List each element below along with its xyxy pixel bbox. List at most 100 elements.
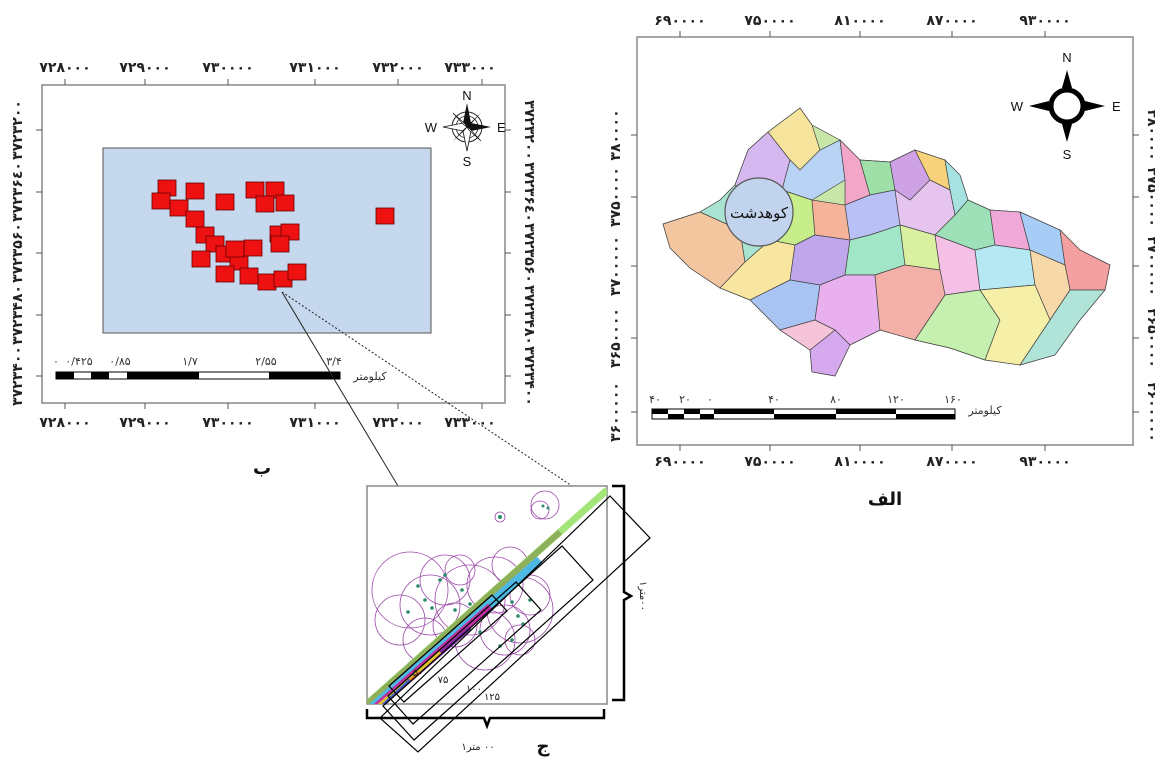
scale-bar <box>55 371 341 380</box>
x-tick-top: ۶۹٠٠٠٠ <box>654 13 705 29</box>
y-tick-right: ۳۷۵٠٠٠٠ <box>1144 167 1155 227</box>
y-tick-left: ۳۶۵٠٠٠٠ <box>608 308 624 368</box>
sample-plot <box>151 192 171 210</box>
height-bracket <box>612 484 634 702</box>
scale-tick: ۱۶٠ <box>944 393 962 406</box>
strip-label: ۱۲۵ <box>484 692 500 703</box>
y-tick-left: ۳۸٠٠٠٠ <box>608 109 624 160</box>
y-tick-left: ۳۷۲۳۵۶٠ <box>10 223 26 283</box>
panel-a-y-tick-marks <box>631 134 1139 413</box>
compass-w-label: W <box>425 120 438 135</box>
scale-tick: ۱۲٠ <box>887 393 905 406</box>
panel-c: ۵٠ ۷۵ ۱٠٠ ۱۲۵ ۱٠٠ متر ۱٠٠متر ج <box>365 484 651 757</box>
panel-b-x-tick-marks <box>64 79 483 409</box>
strip-label: ۷۵ <box>438 675 449 686</box>
sample-plot <box>243 239 263 257</box>
panel-a-x-tick-marks <box>679 31 1046 451</box>
x-tick-bottom: ۷۲۹٠٠٠ <box>119 415 170 431</box>
scale-tick: ٠ <box>707 393 713 406</box>
sample-plot <box>185 210 205 228</box>
x-tick-bottom: ۷۲۸٠٠٠ <box>39 415 90 431</box>
panel-b: ۷۲۸٠٠٠ ۷۲۹٠٠٠ ۷۳٠٠٠٠ ۷۳۱٠٠٠ ۷۳۲٠٠٠ ۷۳۳٠٠… <box>10 60 537 479</box>
scale-tick: ۴٠ <box>768 393 780 406</box>
callout-circle <box>724 177 794 247</box>
zoom-connector-lines <box>281 291 573 487</box>
sample-plot <box>245 181 265 199</box>
sample-plot <box>375 207 395 225</box>
compass-n-label: N <box>462 88 471 103</box>
scale-tick: ۳/۴ <box>326 355 342 368</box>
strip-label: ۵٠ <box>413 668 424 679</box>
scale-tick: ۱/۷ <box>182 355 198 368</box>
nested-strips <box>379 495 651 753</box>
y-tick-left: ۳۷۲۳۲٠٠ <box>10 100 26 160</box>
x-tick-top: ۸۷٠٠٠٠ <box>926 13 977 29</box>
compass-w-label: W <box>1011 99 1024 114</box>
panel-c-label: ج <box>537 736 550 757</box>
x-tick-top: ۷۵٠٠٠٠ <box>744 13 795 29</box>
compass-s-label: S <box>1063 147 1072 162</box>
y-tick-right: ۳۶۵٠٠٠٠ <box>1144 308 1155 368</box>
scale-unit: کیلومتر <box>352 370 387 383</box>
strip-label: ۱٠٠ <box>466 684 482 695</box>
callout-label: کوهدشت <box>730 204 789 222</box>
scale-unit: کیلومتر <box>967 404 1002 417</box>
panel-b-y-tick-marks <box>36 129 511 377</box>
compass-n-label: N <box>1062 50 1071 65</box>
compass-icon <box>1029 70 1105 142</box>
y-tick-left: ۳۷۲۳۴۸٠ <box>10 285 26 345</box>
x-tick-top: ۷۲۹٠٠٠ <box>119 60 170 76</box>
x-tick-top: ۷۳٠٠٠٠ <box>202 60 253 76</box>
scale-tick: ۸٠ <box>830 393 842 406</box>
y-tick-right: ۳۷۲۳۵۶٠ <box>521 223 537 283</box>
sample-plot <box>169 199 189 217</box>
x-tick-bottom: ۷۳٠٠٠٠ <box>202 415 253 431</box>
scale-tick: ٠/۴۲۵ <box>65 355 92 368</box>
sample-plot <box>215 193 235 211</box>
height-label: ۱٠٠متر <box>637 581 648 611</box>
width-label: ۱٠٠ متر <box>461 742 494 753</box>
y-tick-right: ۳۷٠٠٠٠٠ <box>1144 236 1155 296</box>
sample-plot <box>275 194 295 212</box>
panel-a-label: الف <box>868 489 902 510</box>
sample-plot <box>270 235 290 253</box>
y-tick-right: ۳۷۲۳۶٤٠ <box>521 162 537 222</box>
y-tick-left: ۳۶٠٠٠٠٠ <box>608 382 624 442</box>
y-tick-left: ۳۷۲۳۴٠٠ <box>10 346 26 406</box>
compass-s-label: S <box>463 154 472 169</box>
sample-plot <box>185 182 205 200</box>
width-bracket <box>365 709 606 730</box>
sample-plot <box>225 240 245 258</box>
sample-plot <box>239 267 259 285</box>
scale-tick: ۲/۵۵ <box>255 355 277 368</box>
x-tick-top: ۷۲۸٠٠٠ <box>39 60 90 76</box>
y-tick-left: ۳۷٠٠٠٠٠ <box>608 236 624 296</box>
sample-plot <box>255 195 275 213</box>
x-tick-bottom: ۷۵٠٠٠٠ <box>744 454 795 470</box>
plot-detail <box>367 487 607 704</box>
x-tick-bottom: ۹۳٠٠٠٠ <box>1019 454 1070 470</box>
sample-plot <box>257 273 277 291</box>
scale-tick: ۴٠ <box>649 393 661 406</box>
scale-bar <box>651 408 956 420</box>
x-tick-top: ۹۳٠٠٠٠ <box>1019 13 1070 29</box>
panel-a: کوهدشت N S E W ۶۹٠٠٠٠ ۷۵٠٠٠٠ ۸۱٠٠٠٠ ۸۷٠٠… <box>608 13 1155 510</box>
x-tick-bottom: ۷۳۲٠٠٠ <box>372 415 423 431</box>
sample-plot <box>215 265 235 283</box>
x-tick-bottom: ۷۳۱٠٠٠ <box>289 415 340 431</box>
panel-b-label: ب <box>253 458 271 479</box>
x-tick-bottom: ۷۳۳٠٠٠ <box>444 415 495 431</box>
y-tick-right: ۳۶٠٠٠٠٠ <box>1144 382 1155 442</box>
y-tick-right: ۳۷۲۳۴۸٠ <box>521 285 537 345</box>
x-tick-top: ۸۱٠٠٠٠ <box>834 13 885 29</box>
study-area <box>102 147 432 334</box>
compass-e-label: E <box>497 120 506 135</box>
x-tick-bottom: ۶۹٠٠٠٠ <box>654 454 705 470</box>
x-tick-top: ۷۳۱٠٠٠ <box>289 60 340 76</box>
y-tick-right: ۳۸٠٠٠٠ <box>1144 109 1155 160</box>
sample-plot <box>191 250 211 268</box>
y-tick-right: ۳۷۲۳۴٠٠ <box>521 346 537 406</box>
y-tick-left: ۳۷۵٠٠٠٠ <box>608 167 624 227</box>
compass-e-label: E <box>1112 99 1121 114</box>
